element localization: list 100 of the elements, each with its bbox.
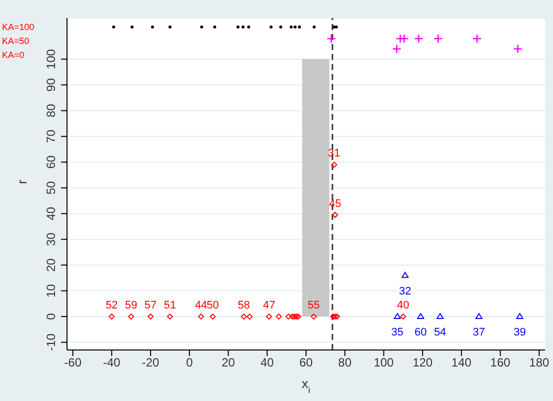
x-tick-label: -20 — [142, 356, 160, 370]
point — [198, 314, 204, 320]
point — [236, 26, 240, 29]
point — [289, 314, 296, 320]
annotation: 39 — [514, 326, 526, 339]
y-tick-label: 40 — [44, 206, 58, 220]
point — [436, 313, 444, 320]
annotation: 51 — [164, 300, 176, 312]
point — [332, 26, 336, 29]
point — [200, 26, 204, 29]
x-tick-label: 100 — [374, 356, 394, 370]
point — [516, 313, 524, 320]
annotation: 40 — [397, 300, 410, 312]
point — [392, 44, 402, 54]
point — [213, 26, 216, 29]
x-tick-label: 80 — [338, 356, 352, 370]
point — [168, 26, 172, 29]
y-tick-label: 10 — [44, 284, 58, 298]
text: KA=0 — [2, 50, 24, 60]
annotation: 58 — [238, 300, 250, 312]
annotation: 54 — [434, 326, 446, 339]
point — [276, 314, 282, 320]
point — [247, 26, 250, 29]
x-tick-label: 60 — [299, 356, 313, 370]
y-tick-label: 90 — [44, 78, 58, 92]
annotation: 57 — [144, 300, 157, 312]
point — [334, 314, 340, 320]
point — [334, 26, 338, 29]
point — [331, 162, 338, 168]
x-tick-label: 20 — [222, 356, 236, 370]
y-tick-label: -10 — [44, 333, 58, 351]
annotation: 37 — [472, 326, 486, 339]
x-tick-label: 0 — [186, 356, 194, 370]
annotation: 45 — [329, 198, 342, 210]
point — [112, 26, 116, 29]
y-tick-label: 70 — [44, 129, 58, 144]
annotation: 31 — [328, 148, 340, 160]
annotation: 60 — [414, 326, 427, 339]
annotation: 35 — [391, 326, 404, 339]
x-tick-label: 40 — [260, 356, 274, 370]
y-tick-label: 30 — [44, 232, 58, 246]
annotation: 44 — [194, 300, 208, 312]
point — [326, 34, 336, 44]
point — [310, 314, 317, 320]
point — [513, 44, 522, 54]
point — [242, 26, 245, 29]
x-tick-label: 140 — [451, 356, 472, 370]
point — [286, 314, 292, 320]
point — [279, 26, 282, 29]
point — [108, 314, 115, 320]
point — [166, 314, 173, 320]
y-axis-title: r — [14, 179, 30, 184]
point — [394, 313, 401, 320]
annotation: 52 — [106, 300, 118, 312]
y-tick-label: 20 — [44, 258, 58, 272]
x-tick-label: 120 — [412, 356, 433, 370]
point — [330, 314, 336, 320]
point — [150, 26, 154, 29]
point — [294, 26, 297, 29]
point — [246, 314, 253, 320]
point — [472, 34, 482, 44]
point — [312, 26, 316, 29]
y-tick-label: 60 — [44, 155, 58, 169]
y-tick-label: 80 — [44, 104, 58, 118]
annotation: 47 — [262, 300, 276, 312]
x-tick-label: 160 — [490, 356, 511, 370]
point — [295, 314, 302, 320]
annotation: 32 — [398, 285, 412, 298]
point — [210, 314, 216, 320]
point — [290, 26, 293, 29]
point — [291, 314, 298, 320]
point — [148, 314, 154, 320]
point — [433, 34, 443, 44]
y-tick-label: 50 — [44, 180, 58, 195]
point — [417, 313, 424, 320]
x-tick-label: -60 — [64, 356, 82, 370]
point — [293, 314, 300, 320]
x-tick-label: 180 — [529, 356, 550, 370]
text: KA=50 — [2, 36, 30, 46]
point — [266, 314, 272, 320]
text: KA=100 — [2, 22, 34, 32]
point — [332, 212, 338, 218]
point — [128, 314, 134, 320]
point — [414, 34, 424, 44]
point — [270, 26, 273, 29]
point — [298, 26, 301, 29]
y-tick-label: 100 — [44, 48, 58, 70]
point — [240, 314, 247, 320]
x-tick-label: -40 — [103, 356, 121, 370]
point — [399, 34, 409, 44]
annotation: 55 — [308, 300, 320, 312]
point — [332, 314, 338, 320]
point — [402, 272, 409, 278]
x-axis-title: x$_{i}$ — [302, 376, 310, 395]
y-tick-label: 0 — [44, 312, 58, 320]
point — [475, 313, 482, 320]
annotation: 59 — [124, 300, 138, 312]
point — [400, 314, 406, 320]
annotation: 50 — [206, 300, 219, 312]
point — [130, 26, 134, 29]
